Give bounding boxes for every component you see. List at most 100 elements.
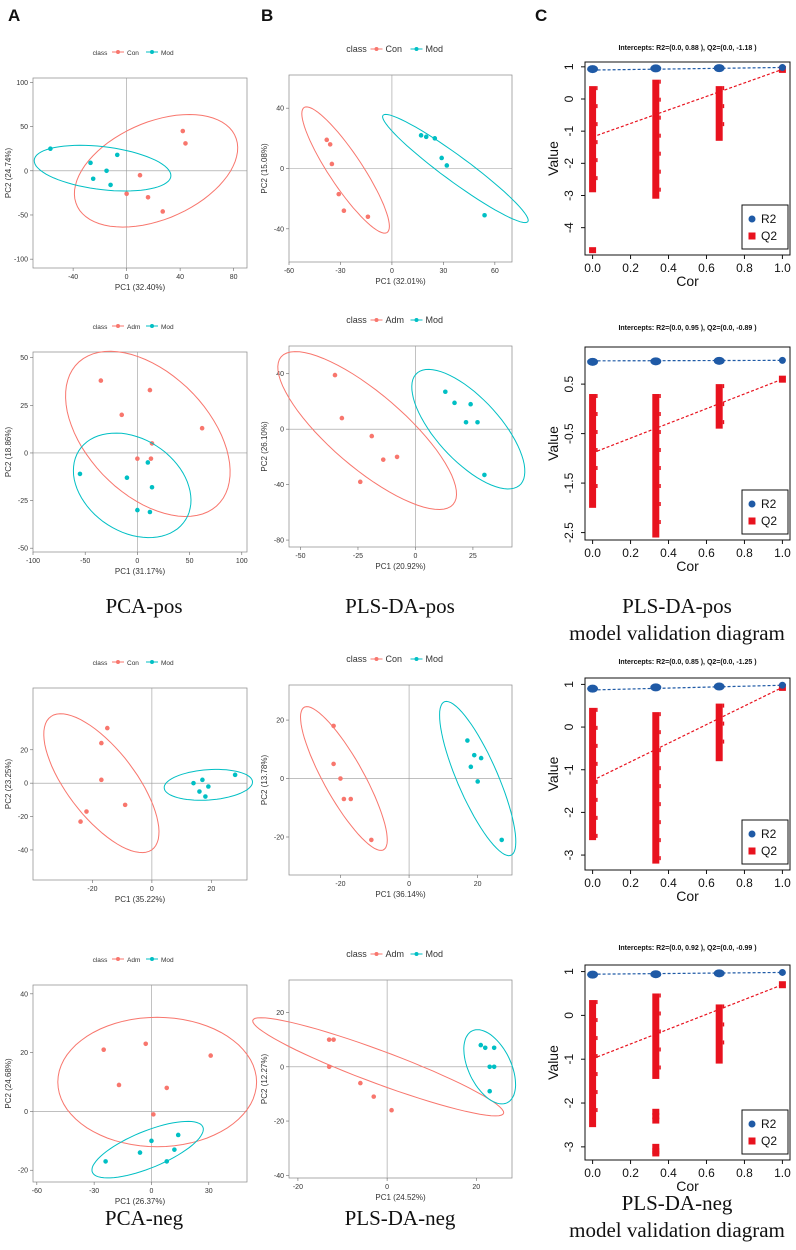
- y-tick-label: 1: [562, 63, 576, 70]
- legend: class Con Mod: [346, 654, 443, 664]
- point-mod: [444, 163, 450, 168]
- point-mod: [471, 752, 477, 758]
- q2-cluster: [589, 1000, 597, 1128]
- q2-cluster-edge: [596, 484, 598, 489]
- q2-cluster-edge: [596, 725, 598, 730]
- x-tick-label: 0.6: [698, 1166, 715, 1180]
- r2-point: [587, 684, 599, 693]
- ellipse-mod: [91, 1120, 204, 1179]
- y-axis-label: Value: [545, 1045, 561, 1080]
- y-tick-label: -2.5: [562, 522, 576, 543]
- x-tick-label: 40: [176, 274, 184, 281]
- q2-cluster-edge: [659, 430, 661, 435]
- point-con: [78, 819, 83, 824]
- point-adm: [148, 456, 154, 461]
- q2-cluster-edge: [659, 394, 661, 399]
- point-con: [105, 725, 110, 731]
- r2-point: [778, 968, 786, 976]
- y-tick-label: -2: [562, 807, 576, 818]
- legend-title: class: [93, 660, 109, 667]
- q2-cluster-edge: [722, 86, 725, 91]
- y-tick-label: 0: [280, 166, 284, 173]
- y-tick-label: -1: [562, 1054, 576, 1065]
- point-adm: [357, 479, 363, 485]
- ellipse-con: [301, 106, 390, 234]
- point-mod: [88, 160, 93, 166]
- plot-frame: [584, 61, 791, 256]
- caption-val-neg-2: model validation diagram: [569, 1218, 785, 1242]
- point-mod: [452, 400, 457, 406]
- y-tick-label: -50: [18, 212, 28, 219]
- q2-point: [652, 1108, 660, 1115]
- point-mod: [48, 146, 53, 151]
- legend-dot-con: [374, 657, 379, 661]
- point-con: [183, 141, 188, 146]
- x-tick-label: 0.2: [622, 546, 639, 560]
- point-adm: [389, 1107, 394, 1113]
- y-tick-label: 0: [24, 1109, 28, 1116]
- point-adm: [358, 1080, 363, 1086]
- r2-point: [778, 63, 786, 71]
- x-tick-label: 0: [413, 553, 417, 560]
- y-tick-label: 0: [562, 723, 576, 730]
- ellipse-con: [73, 113, 239, 228]
- y-axis-label: PC2 (24.74%): [4, 148, 13, 199]
- point-adm: [326, 1037, 332, 1042]
- point-mod: [491, 1064, 497, 1070]
- r2-point: [713, 682, 725, 691]
- y-tick-label: -20: [274, 1119, 284, 1126]
- x-tick-label: 0.4: [660, 876, 677, 890]
- y-tick-label: 40: [20, 991, 28, 998]
- point-mod: [443, 389, 448, 395]
- r2-point: [713, 356, 725, 365]
- x-tick-label: 20: [472, 1184, 480, 1191]
- point-mod: [124, 475, 130, 481]
- point-con: [336, 191, 342, 197]
- r2-regression-line: [592, 684, 783, 691]
- legend: class Con Mod: [93, 660, 174, 667]
- point-mod: [499, 837, 505, 843]
- legend-dot-mod: [150, 324, 154, 328]
- q2-cluster-edge: [722, 721, 725, 726]
- point-con: [180, 128, 186, 134]
- y-tick-label: 25: [20, 403, 28, 410]
- q2-cluster-edge: [596, 466, 598, 471]
- legend-title: class: [346, 44, 367, 54]
- chart-pls_neg_con_mod: class Con Mod -20 0 20 -20 0 20 PC1 (36.14%) PC2 (…: [260, 654, 517, 899]
- q2-cluster-edge: [722, 703, 725, 708]
- chart-val_pos_con_mod: Intercepts: R2=(0.0, 0.88 ), Q2=(0.0, -1…: [545, 45, 791, 289]
- q2-cluster: [715, 703, 723, 762]
- legend-label-con: Con: [386, 654, 403, 664]
- x-tick-label: 0.4: [660, 546, 677, 560]
- validation-title: Intercepts: R2=(0.0, 0.88 ), Q2=(0.0, -1…: [618, 45, 756, 52]
- q2-cluster-edge: [722, 1022, 725, 1027]
- point-adm: [394, 454, 400, 460]
- legend-dot-mod: [414, 952, 419, 956]
- legend-label-mod: Mod: [161, 957, 174, 964]
- q2-cluster-edge: [596, 104, 598, 109]
- legend-label-adm: Adm: [386, 949, 405, 959]
- legend-label-con: Con: [386, 44, 403, 54]
- x-tick-label: 80: [230, 274, 238, 281]
- y-axis-label: PC2 (26.10%): [260, 421, 269, 472]
- point-mod: [77, 471, 83, 477]
- q2-regression-line: [592, 686, 783, 781]
- point-con: [341, 208, 347, 214]
- point-adm: [101, 1047, 106, 1052]
- plot-frame: [32, 77, 248, 269]
- point-mod: [418, 133, 424, 138]
- q2-cluster-edge: [596, 1018, 598, 1023]
- legend-title: class: [346, 315, 367, 325]
- legend-dot-adm: [116, 957, 120, 961]
- x-tick-label: 1.0: [774, 876, 791, 890]
- y-tick-label: 20: [276, 718, 284, 725]
- q2-cluster-edge: [659, 502, 661, 507]
- x-axis-label: PC1 (24.52%): [375, 1193, 426, 1202]
- x-tick-label: 0: [150, 886, 154, 893]
- point-con: [369, 837, 374, 843]
- q2-cluster-edge: [659, 784, 661, 789]
- point-adm: [331, 1037, 336, 1042]
- legend-dot-con: [116, 660, 120, 664]
- legend-dot-adm: [374, 952, 379, 956]
